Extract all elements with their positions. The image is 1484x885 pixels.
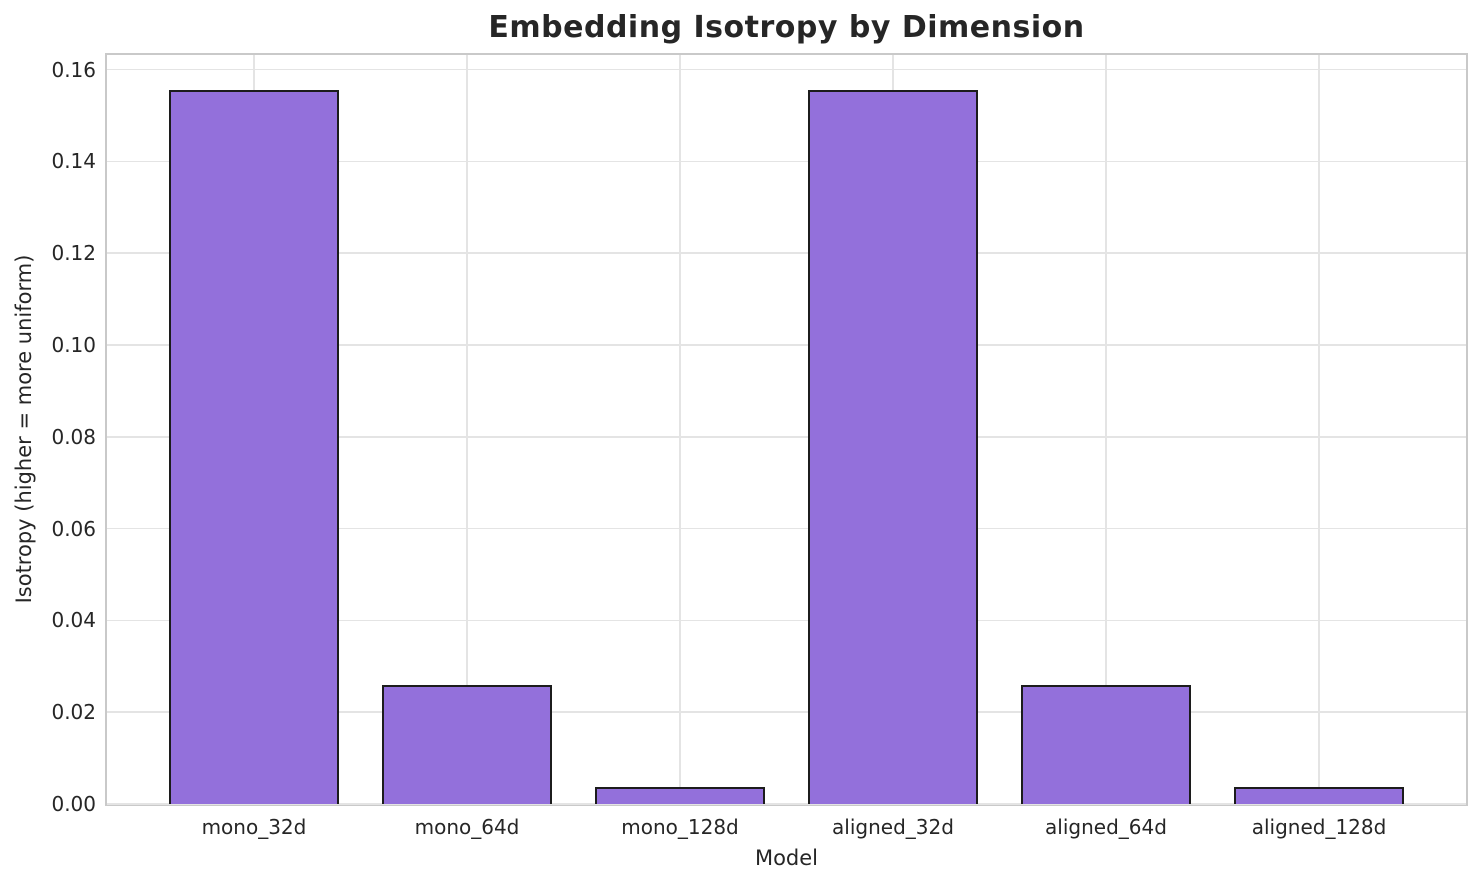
y-tick-label: 0.10 <box>51 333 96 358</box>
x-tick-label: mono_128d <box>621 815 739 839</box>
y-gridline <box>107 527 1466 530</box>
y-tick-label: 0.04 <box>51 608 96 633</box>
bar-mono_32d <box>168 90 340 804</box>
x-gridline <box>679 55 681 804</box>
y-gridline <box>107 344 1466 346</box>
x-axis-label: Model <box>754 846 819 870</box>
y-tick-label: 0.16 <box>51 57 96 82</box>
chart-title: Embedding Isotropy by Dimension <box>488 10 1085 45</box>
y-tick-label: 0.12 <box>51 241 96 266</box>
bar-aligned_64d <box>1020 685 1192 804</box>
y-gridline <box>107 160 1466 163</box>
x-tick-label: mono_64d <box>414 815 520 839</box>
y-gridline <box>107 619 1466 622</box>
bar-aligned_32d <box>807 90 979 804</box>
x-tick-label: aligned_64d <box>1045 815 1167 839</box>
y-gridline <box>107 711 1466 713</box>
bar-mono_128d <box>594 787 766 804</box>
y-tick-label: 0.14 <box>51 149 96 174</box>
bar-mono_64d <box>381 685 553 804</box>
x-gridline <box>1105 55 1107 804</box>
y-gridline <box>107 68 1466 71</box>
x-gridline <box>1318 55 1320 804</box>
x-gridline <box>466 55 468 804</box>
y-gridline <box>107 803 1466 805</box>
plot-area <box>105 53 1468 806</box>
y-gridline <box>107 252 1466 255</box>
bar-aligned_128d <box>1233 787 1405 804</box>
y-tick-label: 0.06 <box>51 516 96 541</box>
x-tick-label: aligned_128d <box>1251 815 1387 839</box>
bars-layer <box>107 55 1466 804</box>
y-gridline <box>107 436 1466 438</box>
y-tick-label: 0.00 <box>51 792 96 816</box>
x-tick-label: mono_32d <box>201 815 307 839</box>
y-tick-label: 0.02 <box>51 700 96 725</box>
x-tick-label: aligned_32d <box>832 815 954 839</box>
y-tick-label: 0.08 <box>51 424 96 449</box>
